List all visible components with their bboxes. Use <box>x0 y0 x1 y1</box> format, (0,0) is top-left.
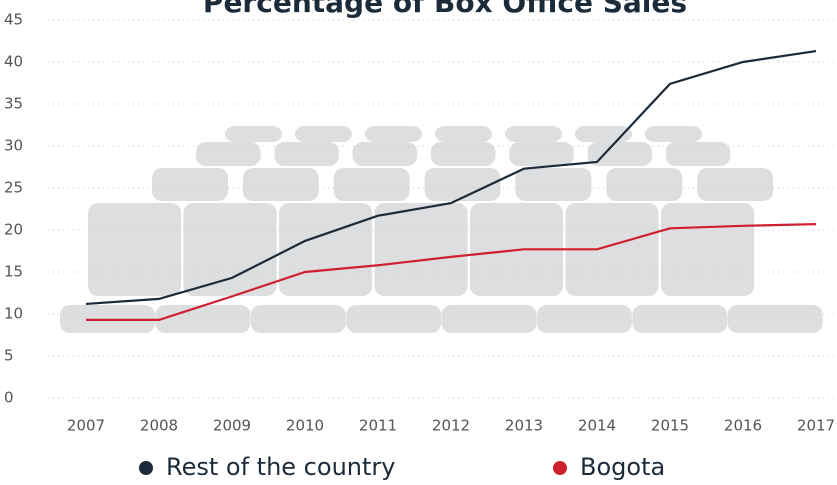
legend-label: Rest of the country <box>166 453 395 481</box>
seat <box>375 203 468 296</box>
seat <box>365 126 422 142</box>
seat <box>661 203 754 296</box>
seat <box>537 305 632 333</box>
x-tick-label: 2012 <box>432 417 470 435</box>
legend-marker <box>553 461 567 475</box>
seat <box>225 126 282 142</box>
y-tick-label: 35 <box>4 95 23 113</box>
y-tick-label: 40 <box>4 53 23 71</box>
seat <box>295 126 352 142</box>
seat <box>184 203 277 296</box>
seat <box>632 305 727 333</box>
seat <box>435 126 492 142</box>
seat <box>88 203 181 296</box>
chart-title: Percentage of Box Office Sales <box>203 0 687 19</box>
x-tick-label: 2013 <box>505 417 543 435</box>
chart: Percentage of Box Office Sales 0 5 10 15 20 2… <box>0 0 837 485</box>
y-tick-label: 45 <box>4 11 23 29</box>
seat <box>515 168 591 201</box>
seat <box>728 305 823 333</box>
seat <box>697 168 773 201</box>
y-tick-label: 30 <box>4 137 23 155</box>
seat <box>155 305 250 333</box>
legend-marker <box>139 461 153 475</box>
x-tick-label: 2016 <box>724 417 762 435</box>
x-tick-label: 2015 <box>651 417 689 435</box>
seat <box>152 168 228 201</box>
seat <box>334 168 410 201</box>
seat <box>251 305 346 333</box>
x-tick-label: 2011 <box>359 417 397 435</box>
y-tick-label: 10 <box>4 305 23 323</box>
seat <box>606 168 682 201</box>
legend-label: Bogota <box>580 453 665 481</box>
x-tick-label: 2014 <box>578 417 616 435</box>
y-tick-label: 25 <box>4 179 23 197</box>
y-tick-label: 20 <box>4 221 23 239</box>
seat <box>442 305 537 333</box>
x-tick-label: 2008 <box>140 417 178 435</box>
x-tick-label: 2017 <box>797 417 835 435</box>
seat <box>505 126 562 142</box>
seat <box>279 203 372 296</box>
seat <box>243 168 319 201</box>
seat <box>353 142 418 166</box>
seat <box>346 305 441 333</box>
x-tick-label: 2010 <box>286 417 324 435</box>
y-tick-label: 15 <box>4 263 23 281</box>
x-tick-label: 2009 <box>213 417 251 435</box>
y-tick-label: 0 <box>4 389 14 407</box>
x-tick-label: 2007 <box>67 417 105 435</box>
seat <box>645 126 702 142</box>
y-tick-label: 5 <box>4 347 14 365</box>
